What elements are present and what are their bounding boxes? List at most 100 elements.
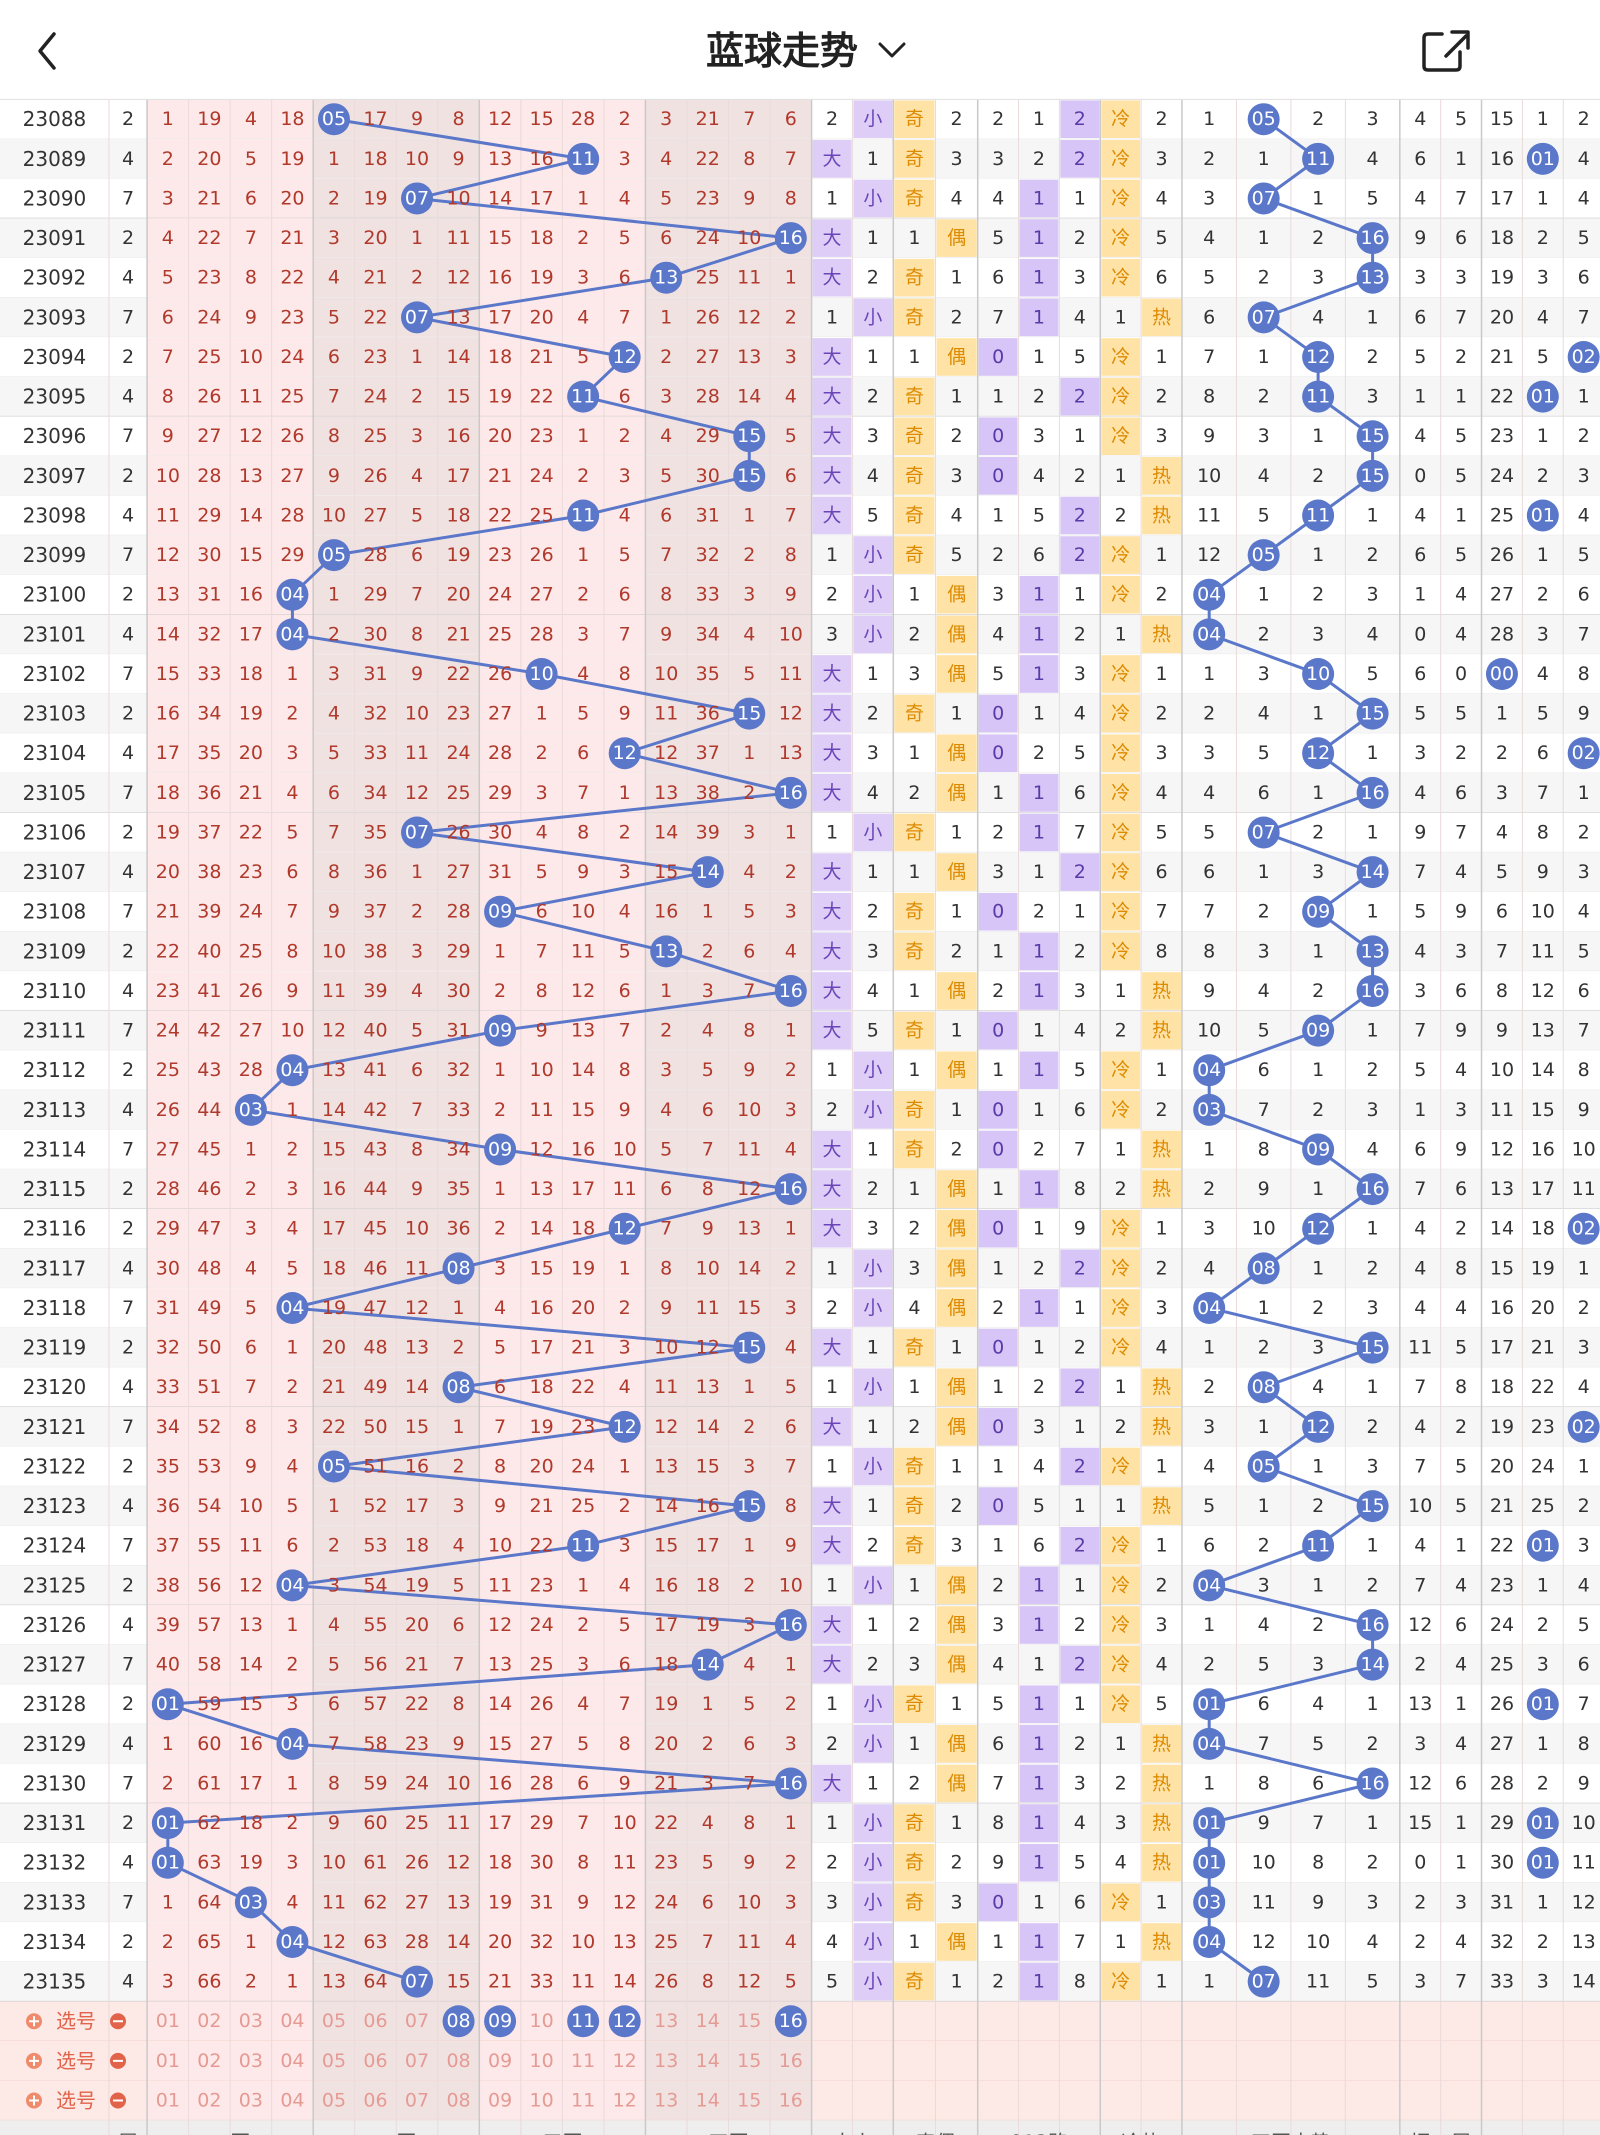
cell-value: 29: [363, 584, 387, 606]
zone-cell-background: [603, 773, 646, 813]
cell-value: 1: [908, 584, 920, 606]
cell-value: 10: [1197, 465, 1221, 487]
cell-value: 7: [122, 544, 134, 566]
cell-value: 1: [1033, 1812, 1045, 1834]
zone-cell-background: [686, 773, 729, 813]
zone-cell-background: [603, 535, 646, 575]
cell-value: 15: [239, 544, 263, 566]
cell-value: 热: [1152, 1812, 1171, 1834]
zone-cell-background: [479, 614, 521, 655]
footer-label: 二区: [376, 2130, 416, 2135]
cell-value: 2: [577, 584, 589, 606]
back-button[interactable]: [38, 32, 56, 70]
cell-value: 3: [1312, 267, 1324, 289]
cell-value: 2: [494, 1099, 506, 1121]
ball-number: 14: [696, 861, 720, 883]
cell-value: 10: [156, 465, 180, 487]
cell-value: 1: [908, 1931, 920, 1953]
cell-value: 大: [822, 663, 841, 685]
cell-value: 2: [577, 1614, 589, 1636]
cell-value: 2: [122, 703, 134, 725]
cell-value: 3: [867, 1218, 879, 1240]
zone-cell-background: [520, 376, 563, 417]
cell-value: 5: [1414, 901, 1426, 923]
share-button[interactable]: [1422, 30, 1470, 72]
ball-number: 04: [280, 1059, 304, 1081]
cell-value: 12: [488, 1614, 512, 1636]
cell-value: 19: [530, 267, 554, 289]
cell-value: 1: [908, 227, 920, 249]
cell-value: 29: [446, 940, 470, 962]
cell-value: 4: [743, 623, 755, 645]
cell-value: 奇: [905, 821, 924, 843]
zone-cell-background: [313, 852, 355, 892]
cell-value: 冷: [1111, 346, 1130, 368]
cell-value: 4: [1414, 1297, 1426, 1319]
cell-value: 19: [239, 1852, 263, 1874]
cell-value: 35: [696, 663, 720, 685]
zone-cell-background: [313, 337, 355, 377]
ball-number: 12: [613, 1218, 637, 1240]
issue-number: 23104: [23, 741, 87, 765]
cell-value: 3: [328, 1574, 340, 1596]
zone-cell-background: [230, 99, 272, 140]
ball-number: 16: [1361, 1772, 1385, 1794]
cell-value: 热: [1152, 1178, 1171, 1200]
cell-value: 4: [1074, 1020, 1086, 1042]
cell-value: 4: [1455, 623, 1467, 645]
cell-value: 13: [322, 1059, 346, 1081]
cell-value: 冷: [1111, 1059, 1130, 1081]
cell-value: 2: [951, 1495, 963, 1517]
ball-number: 16: [779, 980, 803, 1002]
cell-value: 4: [411, 465, 423, 487]
title-dropdown[interactable]: [878, 42, 906, 58]
cell-value: 2: [536, 742, 548, 764]
zone-cell-background: [354, 257, 397, 298]
route-hit-background: [978, 457, 1018, 495]
cell-value: 2: [1537, 1931, 1549, 1953]
cell-value: 11: [488, 1574, 512, 1596]
zone-cell-background: [645, 1169, 687, 1209]
cell-value: 5: [1496, 861, 1508, 883]
zone-cell-background: [479, 456, 521, 496]
footer-label: 一区: [210, 2130, 250, 2135]
zone-cell-background: [188, 337, 231, 377]
cell-value: 26: [446, 821, 470, 843]
cell-value: 12: [446, 267, 470, 289]
cell-value: 38: [696, 782, 720, 804]
cell-value: 3: [162, 1971, 174, 1993]
cell-value: 1: [1074, 584, 1086, 606]
zone-cell-background: [354, 1208, 397, 1249]
cell-value: 5: [1578, 227, 1590, 249]
ball-number: 16: [1361, 227, 1385, 249]
cell-value: 1: [1115, 980, 1127, 1002]
cell-value: 30: [530, 1852, 554, 1874]
cell-value: 13: [1408, 1693, 1432, 1715]
cell-value: 2: [1414, 1891, 1426, 1913]
cell-value: 2: [1312, 227, 1324, 249]
cell-value: 9: [1258, 1178, 1270, 1200]
cell-value: 8: [162, 386, 174, 408]
cell-value: 1: [1155, 1059, 1167, 1081]
cell-value: 2: [122, 1812, 134, 1834]
cell-value: 1: [1033, 1971, 1045, 1993]
cell-value: 1: [1537, 1574, 1549, 1596]
cell-value: 49: [363, 1376, 387, 1398]
size-hit-background: [812, 140, 852, 178]
issue-number: 23131: [23, 1811, 87, 1835]
zone-cell-background: [645, 852, 687, 892]
cell-value: 1: [619, 1257, 631, 1279]
cell-value: 4: [577, 663, 589, 685]
cell-value: 10: [1531, 901, 1555, 923]
cell-value: 21: [280, 227, 304, 249]
cell-value: 3: [162, 187, 174, 209]
cell-value: 4: [1414, 187, 1426, 209]
cell-value: 3: [826, 1891, 838, 1913]
page-title[interactable]: 蓝球走势: [706, 29, 858, 73]
cell-value: 2: [286, 1654, 298, 1676]
cell-value: 17: [405, 1495, 429, 1517]
cell-value: 6: [1155, 861, 1167, 883]
cell-value: 大: [822, 1218, 841, 1240]
cell-value: 30: [197, 544, 221, 566]
cell-value: 11: [571, 1971, 595, 1993]
